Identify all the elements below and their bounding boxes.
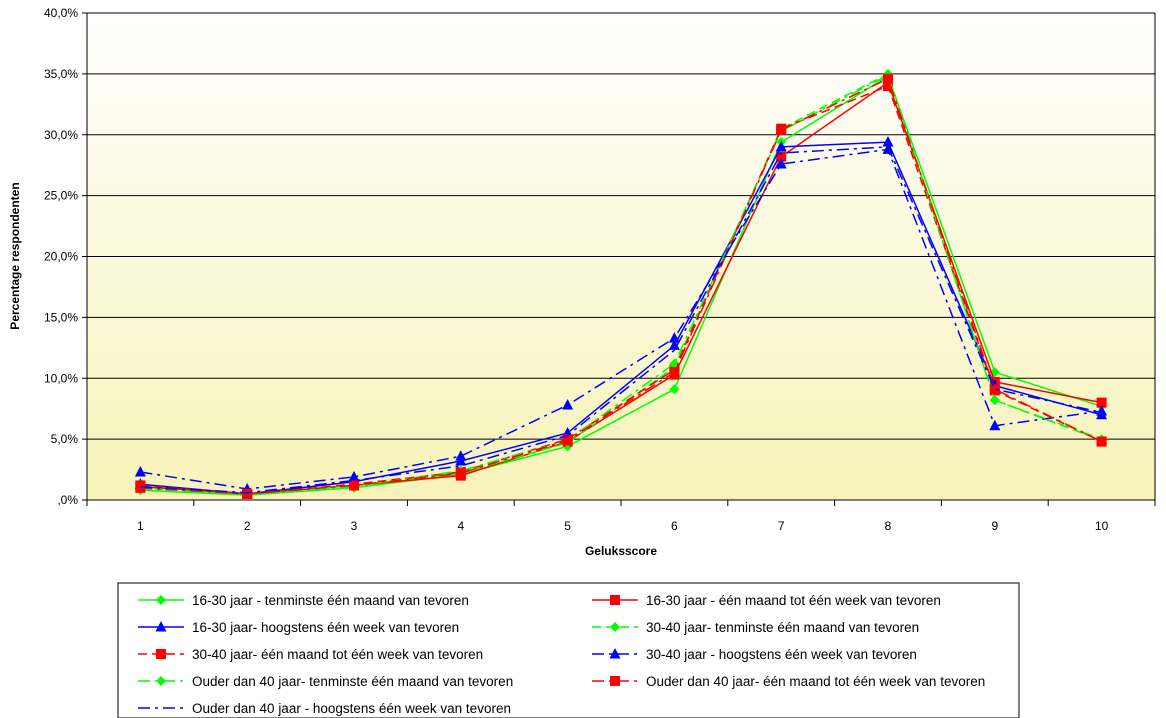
legend-box — [117, 582, 1020, 718]
x-tick-label: 1 — [137, 519, 144, 533]
data-point — [134, 465, 146, 477]
data-point — [989, 395, 1000, 406]
y-tick-label: 25,0% — [44, 189, 78, 203]
data-point — [669, 367, 680, 378]
gridlines — [82, 12, 1155, 501]
series-line — [140, 77, 1102, 495]
data-point — [1096, 405, 1108, 416]
series-line — [140, 141, 1102, 495]
y-tick-labels: ,0% 5,0% 10,0% 15,0% 20,0% 25,0% 30,0% 35,0% 40,… — [44, 6, 78, 507]
legend-item: Ouder dan 40 jaar - hoogstens één week v… — [138, 701, 511, 716]
data-point — [562, 399, 574, 410]
data-point — [1096, 397, 1107, 408]
x-tick-label: 10 — [1095, 519, 1109, 533]
x-tick-labels: 1 2 3 4 5 6 7 8 9 10 — [86, 500, 1156, 533]
x-tick-label: 6 — [671, 519, 678, 533]
series-line — [140, 74, 1102, 496]
data-point — [669, 358, 680, 369]
legend-marker — [156, 649, 166, 659]
x-tick-label: 7 — [778, 519, 785, 533]
legend-item: 16-30 jaar - tenminste één maand van tev… — [138, 593, 469, 608]
x-tick-label: 5 — [564, 519, 571, 533]
data-point — [883, 73, 893, 84]
legend-label: Ouder dan 40 jaar- één maand tot één wee… — [646, 674, 985, 689]
legend-label: 16-30 jaar - tenminste één maand van tev… — [192, 593, 469, 608]
legend-label: 16-30 jaar - één maand tot één week van … — [646, 593, 941, 608]
series-lines — [134, 68, 1108, 501]
data-point — [455, 468, 466, 479]
legend-marker — [610, 595, 620, 605]
legend-label: Ouder dan 40 jaar - hoogstens één week v… — [192, 701, 511, 716]
data-point — [775, 157, 787, 169]
data-point — [776, 124, 787, 135]
data-point — [775, 140, 787, 152]
y-tick-label: ,0% — [57, 493, 78, 507]
x-axis-title: Geluksscore — [585, 544, 657, 558]
legend-marker — [609, 648, 621, 659]
legend-item: 16-30 jaar- hoogstens één week van tevor… — [138, 620, 459, 635]
y-tick-label: 40,0% — [44, 6, 78, 20]
data-point — [989, 419, 1001, 431]
y-tick-label: 30,0% — [44, 128, 78, 142]
legend-marker — [610, 676, 620, 686]
legend-label: 30-40 jaar- één maand tot één week van t… — [192, 647, 483, 662]
data-point — [348, 470, 360, 482]
legend-item: 30-40 jaar- één maand tot één week van t… — [138, 647, 483, 662]
y-tick-label: 5,0% — [51, 432, 79, 446]
data-point — [242, 488, 253, 499]
legend-item: Ouder dan 40 jaar- één maand tot één wee… — [592, 674, 985, 689]
legend-item: 16-30 jaar - één maand tot één week van … — [592, 593, 941, 608]
data-point — [1096, 436, 1107, 447]
data-point — [989, 384, 1000, 395]
data-point — [776, 151, 787, 162]
y-tick-label: 20,0% — [44, 250, 78, 264]
x-tick-label: 4 — [457, 519, 464, 533]
legend-label: 30-40 jaar - hoogstens één week van tevo… — [646, 647, 917, 662]
data-point — [562, 435, 573, 446]
x-tick-label: 3 — [351, 519, 358, 533]
data-point — [668, 339, 680, 350]
legend-marker — [610, 622, 620, 632]
series-line — [140, 148, 1102, 490]
y-tick-label: 15,0% — [44, 310, 78, 324]
legend: 16-30 jaar - tenminste één maand van tev… — [138, 593, 985, 716]
data-point — [135, 482, 146, 493]
data-point — [882, 136, 894, 147]
y-tick-label: 10,0% — [44, 371, 78, 385]
data-point — [883, 81, 893, 92]
series-line — [140, 146, 1102, 494]
legend-marker — [155, 621, 167, 632]
series-8 — [135, 73, 1107, 499]
legend-item: 30-40 jaar- tenminste één maand van tevo… — [592, 620, 919, 635]
y-tick-label: 35,0% — [44, 67, 78, 81]
data-point — [669, 384, 680, 395]
data-point — [668, 332, 680, 343]
legend-label: 30-40 jaar- tenminste één maand van tevo… — [646, 620, 919, 635]
x-tick-label: 9 — [991, 519, 998, 533]
x-tick-label: 2 — [244, 519, 251, 533]
y-axis-title: Percentage respondenten — [8, 182, 22, 329]
legend-label: 16-30 jaar- hoogstens één week van tevor… — [192, 620, 459, 635]
legend-marker — [156, 676, 166, 686]
legend-item: Ouder dan 40 jaar- tenminste één maand v… — [138, 674, 513, 689]
data-point — [455, 450, 467, 461]
legend-item: 30-40 jaar - hoogstens één week van tevo… — [592, 647, 917, 662]
legend-marker — [156, 595, 166, 605]
series-9 — [140, 146, 1102, 494]
legend-label: Ouder dan 40 jaar- tenminste één maand v… — [192, 674, 513, 689]
data-point — [349, 480, 359, 491]
x-tick-label: 8 — [885, 519, 892, 533]
